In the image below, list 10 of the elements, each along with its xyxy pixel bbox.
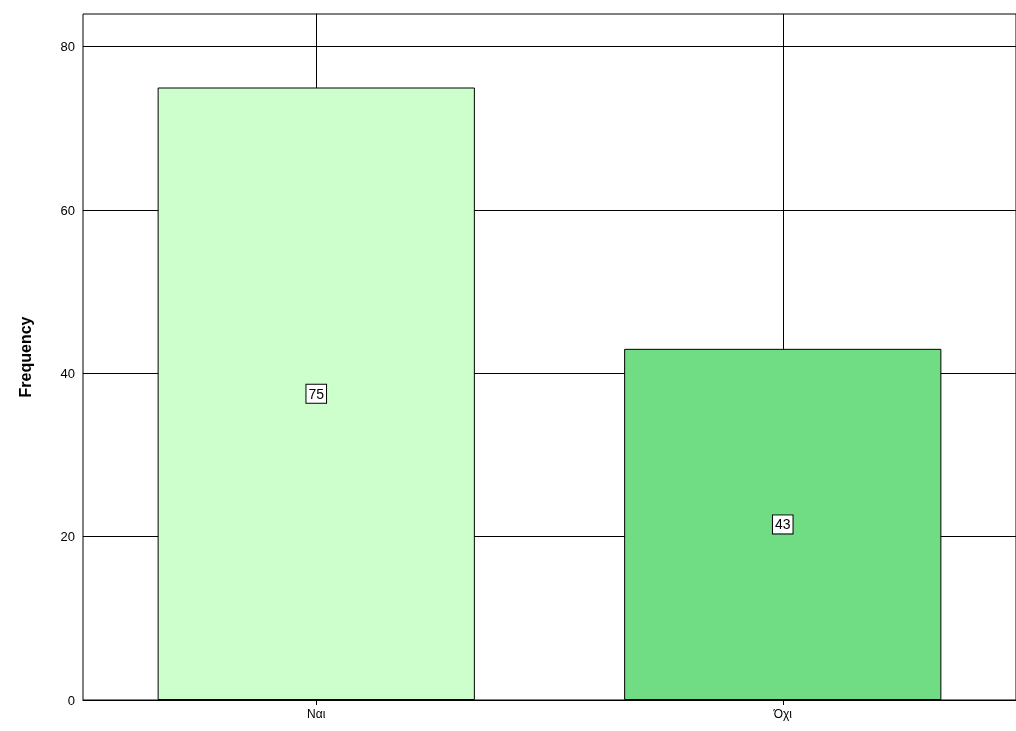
data-label: 43 bbox=[774, 516, 791, 533]
x-tick-label: Όχι bbox=[772, 707, 793, 721]
x-tick-label: Ναι bbox=[307, 707, 326, 721]
y-tick-label: 40 bbox=[60, 365, 75, 381]
y-tick-label: 60 bbox=[60, 202, 75, 218]
y-tick-label: 20 bbox=[60, 529, 75, 545]
y-tick-label: 80 bbox=[60, 39, 75, 55]
y-axis-title: Frequency bbox=[16, 316, 34, 398]
y-tick-label: 0 bbox=[67, 692, 75, 708]
data-label: 75 bbox=[308, 385, 325, 402]
